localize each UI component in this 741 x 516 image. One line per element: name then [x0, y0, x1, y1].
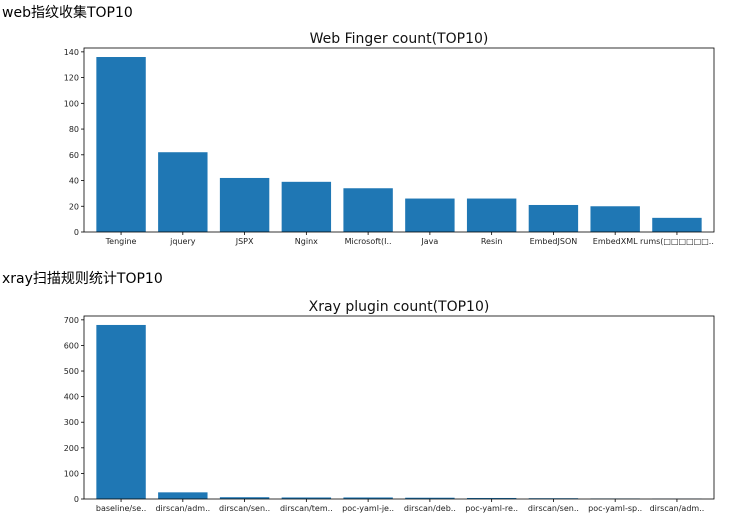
x-tick-label: rums(□□□□□□.. [640, 237, 714, 246]
bar [528, 204, 579, 232]
y-tick-label: 140 [64, 48, 79, 57]
x-tick-label: dirscan/sen.. [219, 504, 270, 513]
x-tick-label: Tengine [105, 237, 137, 246]
y-tick-label: 0 [74, 495, 79, 504]
bar [96, 57, 146, 233]
y-tick-label: 120 [64, 74, 79, 83]
x-tick-label: dirscan/adm.. [155, 504, 210, 513]
bar [405, 198, 455, 232]
x-tick-label: Resin [481, 237, 503, 246]
bar [281, 181, 332, 232]
x-tick-label: Microsoft(I.. [345, 237, 392, 246]
bar [281, 497, 332, 499]
y-tick-label: 20 [69, 202, 79, 211]
y-tick-label: 400 [64, 393, 79, 402]
bar [466, 198, 517, 232]
y-tick-label: 200 [64, 444, 79, 453]
chart-title: Web Finger count(TOP10) [310, 31, 489, 47]
web-finger-bar-chart: Web Finger count(TOP10) Tengine jquery JSPX… [64, 31, 715, 246]
x-tick-label: dirscan/sen.. [528, 504, 579, 513]
bar [219, 497, 270, 499]
y-tick-label: 500 [64, 367, 79, 376]
x-tick-label: dirscan/adm.. [650, 504, 705, 513]
x-tick-label: JSPX [235, 237, 254, 246]
y-tick-label: 600 [64, 341, 79, 350]
x-tick-label: baseline/se.. [96, 504, 146, 513]
x-tick-label: dirscan/deb.. [404, 504, 456, 513]
plot-frame [83, 47, 715, 233]
finger-section-heading: web指纹收集TOP10 [2, 5, 133, 21]
x-tick-label: EmbedJSON [530, 237, 578, 246]
plot-frame [83, 315, 715, 500]
bar [466, 497, 517, 499]
chart-title: Xray plugin count(TOP10) [309, 299, 490, 315]
bar [158, 492, 208, 499]
xray-section-heading: xray扫描规则统计TOP10 [2, 271, 163, 287]
y-tick-label: 100 [64, 469, 79, 478]
xray-plugin-bar-chart: Xray plugin count(TOP10) baseline/se.. dir… [64, 299, 715, 513]
x-tick-label: poc-yaml-re.. [465, 504, 518, 513]
bar [343, 188, 393, 232]
y-tick-label: 60 [69, 151, 79, 160]
bar [96, 324, 146, 499]
y-tick-label: 100 [64, 99, 79, 108]
x-tick-label: Java [420, 237, 438, 246]
bar [158, 152, 208, 232]
x-tick-label: jquery [169, 237, 196, 246]
x-tick-label: dirscan/tem.. [280, 504, 333, 513]
x-tick-label: Nginx [295, 237, 318, 246]
y-tick-label: 0 [74, 228, 79, 237]
y-tick-label: 80 [69, 125, 79, 134]
bar [590, 206, 640, 232]
bar [652, 217, 702, 232]
x-tick-label: poc-yaml-je.. [342, 504, 394, 513]
x-tick-label: poc-yaml-sp.. [588, 504, 642, 513]
y-tick-label: 40 [69, 177, 79, 186]
y-tick-label: 300 [64, 418, 79, 427]
bar [219, 177, 270, 232]
bar [343, 497, 393, 499]
y-tick-label: 700 [64, 316, 79, 325]
x-tick-label: EmbedXML [593, 237, 638, 246]
bar [405, 497, 455, 499]
